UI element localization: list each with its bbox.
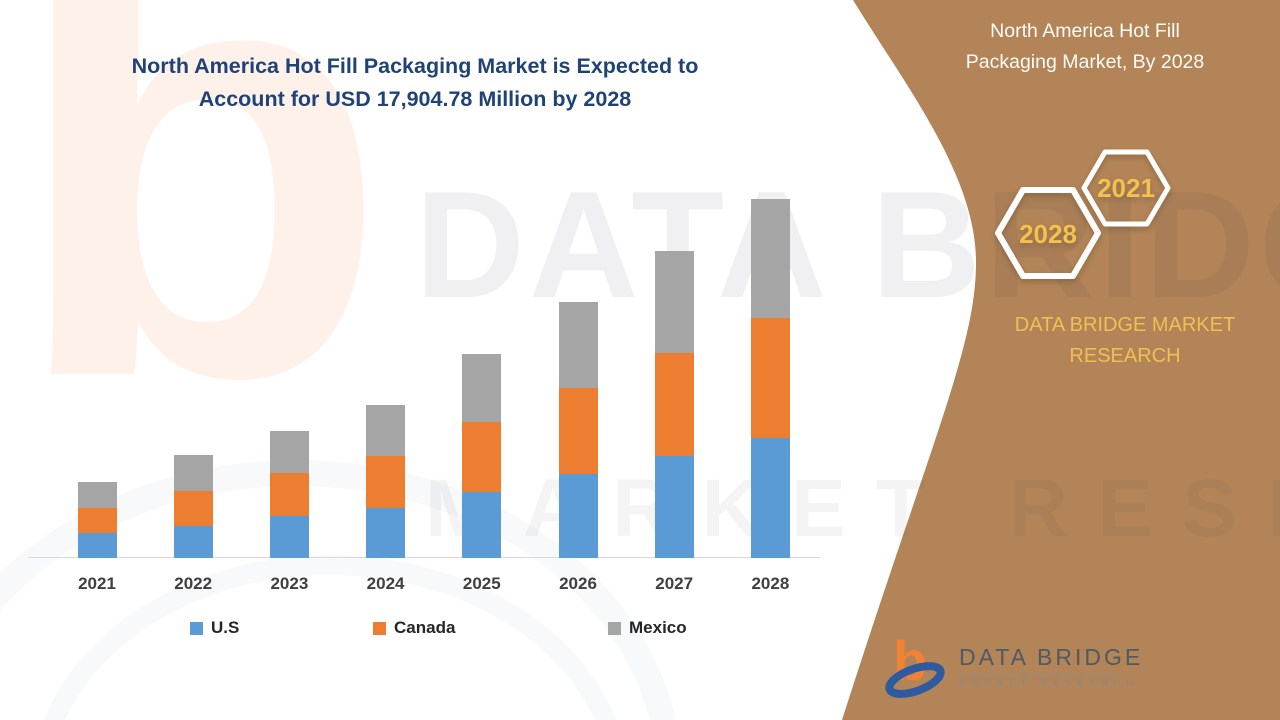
chart-title: North America Hot Fill Packaging Market …: [60, 50, 770, 116]
bar-segment-mexico-2027: [654, 251, 694, 353]
bar-segment-mexico-2022: [173, 454, 213, 491]
side-panel-title: North America Hot Fill Packaging Market,…: [930, 16, 1240, 78]
legend-swatch: [190, 621, 203, 635]
bar-segment-us-2023: [269, 516, 309, 558]
bar-2028: [750, 199, 790, 558]
logo-divider: [959, 674, 1119, 675]
legend-label: U.S: [211, 618, 240, 637]
bar-segment-mexico-2026: [558, 302, 598, 388]
legend-swatch: [373, 621, 386, 635]
brand-text-line2: RESEARCH: [1069, 345, 1181, 367]
bar-2027: [654, 251, 694, 558]
bar-segment-canada-2024: [366, 456, 406, 508]
bar-segment-mexico-2028: [750, 199, 790, 318]
bar-segment-canada-2026: [558, 388, 598, 474]
logo-tagline: MARKET RESEARCH: [959, 678, 1139, 688]
bar-segment-canada-2025: [462, 422, 502, 492]
bar-2024: [366, 405, 406, 558]
bar-segment-mexico-2023: [269, 431, 309, 473]
x-axis-label-2021: 2021: [78, 574, 116, 593]
legend-item-canada: Canada: [373, 618, 455, 638]
chart-title-line2: Account for USD 17,904.78 Million by 202…: [198, 87, 632, 111]
x-axis-label-2027: 2027: [655, 574, 694, 593]
bar-segment-us-2022: [173, 525, 213, 558]
x-axis-label-2028: 2028: [751, 574, 790, 593]
bar-segment-us-2027: [654, 456, 694, 558]
bar-segment-us-2025: [462, 492, 502, 558]
x-axis-label-2026: 2026: [559, 574, 597, 593]
bar-segment-mexico-2024: [366, 405, 406, 457]
bar-segment-us-2028: [750, 438, 790, 558]
chart-title-line1: North America Hot Fill Packaging Market …: [131, 54, 699, 78]
bar-segment-mexico-2025: [462, 354, 502, 422]
logo-swoosh: [885, 662, 945, 698]
bar-segment-mexico-2021: [77, 481, 117, 508]
year-hexagons: 2021 2028: [995, 149, 1171, 279]
bar-segment-canada-2027: [654, 353, 694, 456]
bar-2023: [269, 431, 309, 558]
side-panel-title-line2: Packaging Market, By 2028: [965, 51, 1205, 73]
legend-item-mexico: Mexico: [608, 618, 687, 638]
bar-segment-canada-2022: [173, 490, 213, 526]
bar-2025: [462, 354, 502, 558]
hexagon-2021-label: 2021: [1097, 173, 1155, 203]
bar-segment-canada-2023: [269, 473, 309, 516]
hexagon-2021: [1081, 149, 1171, 227]
bar-segment-canada-2021: [77, 507, 117, 533]
logo-brand-name: DATA BRIDGE: [959, 644, 1144, 670]
hexagon-2028: [995, 187, 1101, 279]
x-axis-line: [28, 557, 820, 558]
legend-label: Mexico: [629, 618, 687, 637]
bar-2026: [558, 302, 598, 558]
bar-segment-us-2021: [77, 532, 117, 558]
side-panel-shape: [842, 0, 1280, 720]
x-axis-label-2022: 2022: [174, 574, 213, 593]
logo-text-block: DATA BRIDGE MARKET RESEARCH: [959, 644, 1143, 688]
footer-logo: b DATA BRIDGE MARKET RESEARCH: [885, 630, 1165, 710]
brand-text: DATA BRIDGE MARKET RESEARCH: [960, 310, 1280, 372]
bar-segment-us-2026: [558, 474, 598, 558]
logo-b-glyph: b: [893, 630, 927, 692]
legend-item-us: U.S: [190, 618, 239, 638]
side-panel-title-line1: North America Hot Fill: [990, 20, 1180, 42]
hexagon-2028-label: 2028: [1019, 219, 1077, 249]
x-axis-label-2025: 2025: [462, 574, 501, 593]
bar-2022: [173, 454, 213, 558]
bar-segment-canada-2028: [750, 318, 790, 438]
legend-label: Canada: [394, 618, 456, 637]
x-axis-label-2023: 2023: [270, 574, 309, 593]
bar-segment-us-2024: [366, 508, 406, 558]
legend-swatch: [608, 621, 621, 635]
data-bridge-logo-icon: b: [885, 630, 945, 698]
brand-text-line1: DATA BRIDGE MARKET: [1014, 314, 1236, 336]
stacked-bar-chart: 2021 2022 2023 2024 2025 2026 2027 2028 U.S Canad…: [28, 199, 820, 638]
bar-2021: [77, 481, 117, 558]
x-axis-label-2024: 2024: [366, 574, 405, 593]
